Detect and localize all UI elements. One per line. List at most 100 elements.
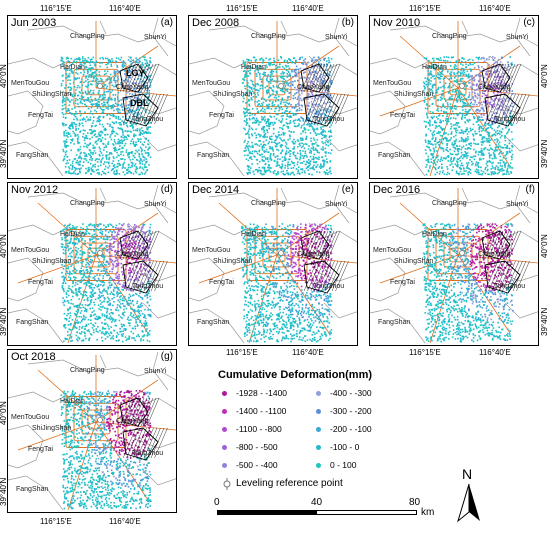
- map-panel-g: ChangPing ShunYi HaiDian MenTouGou ShiJingSh…: [7, 349, 177, 513]
- road-line: [218, 202, 278, 256]
- district-label-fengtai: FengTai: [209, 279, 234, 286]
- district-boundary: [514, 17, 531, 57]
- district-label-changping: ChangPing: [432, 200, 467, 207]
- lat-label: 40°0′N: [540, 64, 549, 88]
- district-label-tongzhou: TongZhou: [132, 283, 164, 290]
- district-boundary: [370, 224, 431, 236]
- panel-letter: (d): [160, 184, 173, 195]
- district-boundary: [99, 187, 107, 202]
- leveling-point-icon: [278, 83, 284, 89]
- road-line: [399, 202, 459, 256]
- district-label-haidian: HaiDian: [60, 398, 85, 405]
- map-canvas: [370, 184, 538, 344]
- scale-bar: [217, 510, 417, 515]
- district-label-fangshan: FangShan: [197, 319, 230, 326]
- district-boundary: [8, 391, 69, 403]
- district-boundary: [514, 184, 531, 224]
- panel-letter: (a): [160, 17, 173, 28]
- scale-label-0: 0: [214, 497, 220, 508]
- leveling-point-icon: [459, 83, 465, 89]
- district-label-tongzhou: TongZhou: [313, 116, 345, 123]
- map-panel-d: ChangPing ShunYi HaiDian MenTouGou ShiJingSh…: [7, 182, 177, 346]
- district-label-shijingshan: ShiJingShan: [32, 91, 72, 98]
- lgy-zone-outline: [119, 230, 149, 260]
- district-boundary: [461, 187, 469, 202]
- road-line: [17, 254, 97, 284]
- district-label-shunyi: ShunYi: [144, 34, 167, 41]
- map-panel-f: ChangPing ShunYi HaiDian MenTouGou ShiJingSh…: [369, 182, 539, 346]
- district-boundary: [8, 224, 69, 236]
- district-label-haidian: HaiDian: [422, 64, 447, 71]
- road-line: [457, 87, 511, 167]
- legend-swatch: [316, 409, 321, 414]
- district-boundary: [489, 222, 538, 243]
- district-boundary: [8, 257, 44, 302]
- lat-label: 40°0′N: [0, 401, 8, 425]
- district-label-changping: ChangPing: [432, 33, 467, 40]
- district-boundary: [137, 439, 176, 449]
- legend-swatch: [316, 391, 321, 396]
- district-boundary: [504, 302, 538, 319]
- map-canvas: [8, 351, 176, 511]
- district-boundary: [8, 141, 64, 177]
- district-boundary: [189, 141, 245, 177]
- legend-label: -100 - 0: [330, 442, 360, 452]
- leveling-point-icon: [278, 250, 284, 256]
- district-label-chaoyang: ChaoYang: [116, 84, 149, 91]
- lgy-zone-outline: [481, 63, 511, 93]
- district-label-tongzhou: TongZhou: [313, 283, 345, 290]
- district-label-shijingshan: ShiJingShan: [32, 258, 72, 265]
- road-line: [95, 45, 159, 89]
- district-label-fangshan: FangShan: [16, 319, 49, 326]
- district-boundary: [318, 105, 357, 115]
- district-label-fangshan: FangShan: [378, 319, 411, 326]
- road-line: [399, 35, 459, 89]
- district-boundary: [189, 308, 245, 344]
- district-label-shijingshan: ShiJingShan: [32, 425, 72, 432]
- panel-date-title: Dec 2008: [192, 17, 240, 29]
- lgy-zone-outline: [300, 63, 330, 93]
- panel-letter: (f): [525, 184, 535, 195]
- lon-label: 116°15′E: [409, 348, 441, 357]
- district-label-mentougou: MenTouGou: [192, 247, 231, 254]
- district-boundary: [27, 359, 176, 381]
- district-boundary: [189, 224, 250, 236]
- dbl-zone-outline: [484, 260, 521, 294]
- district-label-fangshan: FangShan: [16, 486, 49, 493]
- district-label-fengtai: FengTai: [28, 279, 53, 286]
- road-line: [379, 87, 459, 117]
- dbl-zone-outline: [122, 93, 159, 127]
- district-boundary: [370, 141, 426, 177]
- district-label-tongzhou: TongZhou: [132, 450, 164, 457]
- legend-label: -400 - -300: [330, 388, 372, 398]
- lon-label: 116°40′E: [479, 4, 511, 13]
- legend-label: -1928 - -1400: [236, 388, 288, 398]
- district-label-mentougou: MenTouGou: [192, 80, 231, 87]
- legend-swatch: [316, 463, 321, 468]
- lon-label: 116°15′E: [40, 517, 72, 526]
- district-label-shunyi: ShunYi: [144, 201, 167, 208]
- lgy-zone-outline: [119, 397, 149, 427]
- district-label-haidian: HaiDian: [241, 231, 266, 238]
- district-boundary: [189, 90, 225, 135]
- lon-label: 116°40′E: [292, 4, 324, 13]
- district-label-shijingshan: ShiJingShan: [394, 91, 434, 98]
- leveling-point-icon: [223, 478, 231, 490]
- map-panel-c: ChangPing ShunYi HaiDian MenTouGou ShiJingSh…: [369, 15, 539, 179]
- district-label-fangshan: FangShan: [378, 152, 411, 159]
- district-boundary: [370, 308, 426, 344]
- district-label-chaoyang: ChaoYang: [478, 84, 511, 91]
- district-label-tongzhou: TongZhou: [494, 116, 526, 123]
- road-line: [276, 254, 357, 264]
- legend-label: 0 - 100: [330, 460, 357, 470]
- deformation-points: [60, 390, 152, 510]
- district-label-mentougou: MenTouGou: [11, 414, 50, 421]
- district-label-chaoyang: ChaoYang: [478, 251, 511, 258]
- panel-letter: (b): [341, 17, 354, 28]
- panel-date-title: Nov 2010: [373, 17, 421, 29]
- dbl-label: DBL: [130, 98, 149, 108]
- legend-swatch: [222, 463, 227, 468]
- dbl-zone-outline: [303, 260, 340, 294]
- district-boundary: [308, 55, 357, 76]
- district-label-changping: ChangPing: [70, 200, 105, 207]
